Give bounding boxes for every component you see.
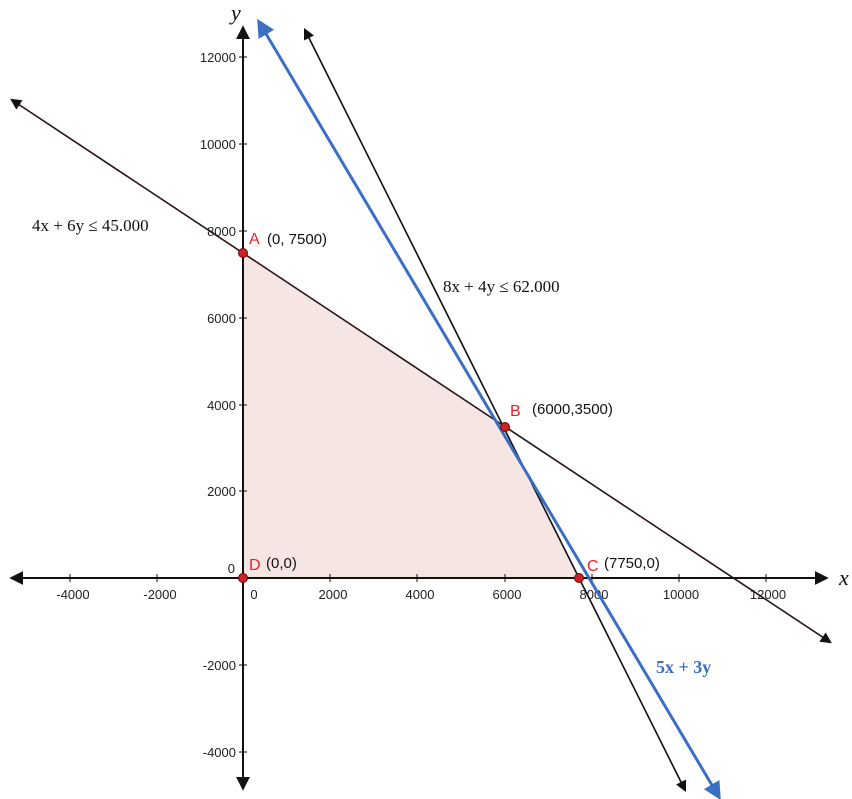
y-tick-label: 4000: [207, 398, 236, 413]
objective-label: 5x + 3y: [656, 657, 711, 677]
y-tick-label: 2000: [207, 484, 236, 499]
point-d-coord: (0,0): [266, 555, 297, 572]
x-tick-label: 4000: [406, 587, 435, 602]
x-tick-label: 12000: [750, 587, 786, 602]
point-a-marker: [238, 248, 248, 258]
point-a-letter: A: [249, 231, 260, 248]
point-b-marker: [500, 422, 510, 432]
point-c-marker: [574, 573, 584, 583]
x-tick-label: -2000: [143, 587, 176, 602]
x-tick-label: 6000: [493, 587, 522, 602]
point-b-letter: B: [510, 403, 521, 420]
point-d-letter: D: [249, 557, 261, 574]
x-tick-label: 10000: [663, 587, 699, 602]
x-tick-label: -4000: [56, 587, 89, 602]
y-tick-label: 6000: [207, 311, 236, 326]
constraint-label-1: 4x + 6y ≤ 45.000: [32, 216, 149, 235]
constraint-label-2: 8x + 4y ≤ 62.000: [443, 277, 560, 296]
point-c-letter: C: [587, 558, 599, 575]
y-tick-label: 10000: [200, 137, 236, 152]
x-tick-label: 0: [250, 587, 257, 602]
point-a-coord: (0, 7500): [267, 231, 327, 248]
point-b-coord: (6000,3500): [532, 401, 613, 418]
y-tick-label: 0: [228, 561, 235, 576]
y-tick-label: -2000: [203, 658, 236, 673]
point-d-marker: [238, 573, 248, 583]
point-c-coord: (7750,0): [604, 555, 660, 572]
x-axis-name: x: [838, 565, 849, 590]
x-tick-label: 2000: [319, 587, 348, 602]
y-tick-label: -4000: [203, 745, 236, 760]
y-axis-name: y: [229, 0, 241, 25]
y-tick-label: 12000: [200, 50, 236, 65]
objective-line: [257, 18, 721, 799]
feasible-region: [243, 253, 579, 578]
